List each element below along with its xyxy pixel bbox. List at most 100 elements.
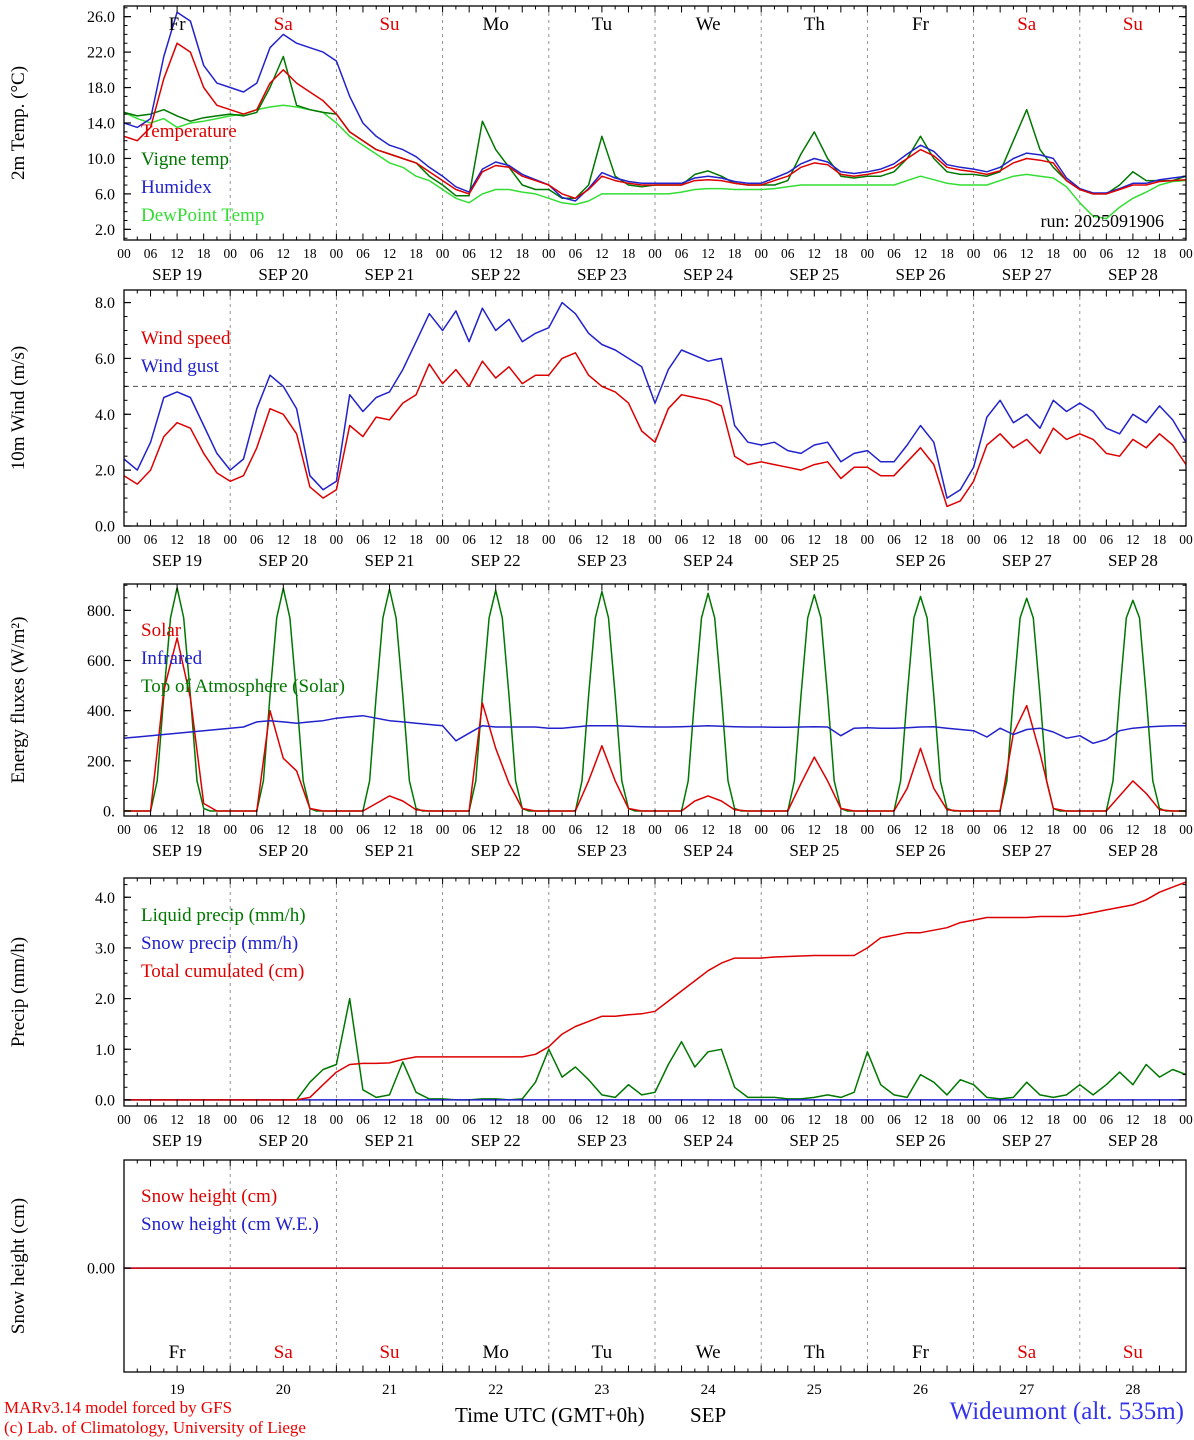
y-tick-label: 200. <box>87 753 115 770</box>
hour-label: 18 <box>1047 532 1061 547</box>
hour-label: 12 <box>277 246 291 261</box>
hour-label: 00 <box>967 822 981 837</box>
hour-label: 00 <box>967 246 981 261</box>
hour-label: 06 <box>993 246 1007 261</box>
hour-label: 12 <box>170 1112 184 1127</box>
hour-label: 06 <box>250 532 264 547</box>
hour-label: 00 <box>861 532 875 547</box>
day-number-label: 23 <box>594 1382 609 1398</box>
legend-snow-height-0: Snow height (cm) <box>141 1186 277 1207</box>
hour-label: 06 <box>887 246 901 261</box>
hour-label: 00 <box>648 1112 662 1127</box>
legend-temperature-2: Humidex <box>141 177 212 198</box>
hour-label: 18 <box>728 822 742 837</box>
hour-label: 12 <box>701 1112 715 1127</box>
hour-label: 18 <box>197 246 211 261</box>
hour-label: 06 <box>675 246 689 261</box>
y-axis-title: 2m Temp. (°C) <box>8 66 29 180</box>
hour-label: 18 <box>303 246 317 261</box>
date-label: SEP 28 <box>1108 841 1158 860</box>
hour-label: 00 <box>754 822 768 837</box>
hour-label: 18 <box>834 1112 848 1127</box>
credit-line-2: (c) Lab. of Climatology, University of L… <box>4 1418 306 1437</box>
station-label: Wideumont (alt. 535m) <box>949 1398 1184 1425</box>
hour-label: 12 <box>595 532 609 547</box>
hour-label: 06 <box>1100 1112 1114 1127</box>
hour-label: 12 <box>383 246 397 261</box>
hour-label: 18 <box>516 1112 530 1127</box>
date-label: SEP 23 <box>577 1131 627 1150</box>
day-gridlines <box>229 878 1081 1106</box>
y-tick-label: 22.0 <box>87 45 115 62</box>
date-label: SEP 23 <box>577 841 627 860</box>
day-name-label: Sa <box>274 14 294 35</box>
hour-label: 18 <box>940 532 954 547</box>
hour-label: 12 <box>277 822 291 837</box>
hour-label: 06 <box>993 822 1007 837</box>
hour-label: 12 <box>701 246 715 261</box>
y-tick-label: 14.0 <box>87 116 115 133</box>
series-temperature-line <box>124 42 1186 200</box>
hour-label: 12 <box>808 532 822 547</box>
hour-label: 12 <box>808 246 822 261</box>
y-tick-label: 800. <box>87 603 115 620</box>
series-wind-gust-line <box>124 301 1186 499</box>
hour-label: 18 <box>1153 822 1167 837</box>
hour-label: 06 <box>675 1112 689 1127</box>
y-tick-label: 2.0 <box>95 463 115 480</box>
hour-label: 12 <box>1020 246 1034 261</box>
day-name-label: Sa <box>1017 1342 1037 1363</box>
hour-label: 00 <box>117 1112 131 1127</box>
hour-label: 00 <box>648 246 662 261</box>
hour-label: 12 <box>383 532 397 547</box>
hour-label: 06 <box>462 246 476 261</box>
date-label: SEP 26 <box>896 265 946 284</box>
hour-label: 00 <box>754 1112 768 1127</box>
x-ticks <box>123 6 1187 240</box>
y-tick-label: 0.0 <box>95 1092 115 1109</box>
day-gridlines <box>229 584 1081 816</box>
y-axis-title: Energy fluxes (W/m²) <box>8 617 29 784</box>
hour-label: 06 <box>569 822 583 837</box>
day-name-label: Sa <box>274 1342 294 1363</box>
hour-label: 06 <box>781 532 795 547</box>
y-ticks <box>124 884 1186 1101</box>
hour-label: 00 <box>542 532 556 547</box>
hour-label: 00 <box>436 532 450 547</box>
hour-label: 12 <box>170 822 184 837</box>
hour-label: 12 <box>1020 1112 1034 1127</box>
hour-label: 18 <box>1047 246 1061 261</box>
hour-label: 12 <box>1126 1112 1140 1127</box>
hour-label: 18 <box>622 822 636 837</box>
day-number-label: 20 <box>276 1382 291 1398</box>
hour-label: 18 <box>409 246 423 261</box>
legend-precip-2: Total cumulated (cm) <box>141 961 304 982</box>
hour-label: 06 <box>569 1112 583 1127</box>
legend-temperature-1: Vigne temp <box>141 149 229 170</box>
day-name-label: Th <box>804 1342 826 1363</box>
hour-label: 06 <box>887 532 901 547</box>
series-group <box>124 11 1186 220</box>
hour-label: 00 <box>223 1112 237 1127</box>
date-label: SEP 25 <box>789 1131 839 1150</box>
hour-label: 06 <box>781 246 795 261</box>
y-ticks <box>124 301 1186 527</box>
hour-label: 18 <box>1153 246 1167 261</box>
date-label: SEP 24 <box>683 841 733 860</box>
hour-label: 12 <box>489 532 503 547</box>
date-label: SEP 27 <box>1002 841 1052 860</box>
date-label: SEP 19 <box>152 551 202 570</box>
run-label: run: 2025091906 <box>1041 211 1165 231</box>
date-label: SEP 24 <box>683 551 733 570</box>
hour-label: 00 <box>117 246 131 261</box>
hour-label: 12 <box>595 246 609 261</box>
date-label: SEP 28 <box>1108 265 1158 284</box>
date-label: SEP 19 <box>152 841 202 860</box>
hour-label: 12 <box>277 1112 291 1127</box>
hour-label: 00 <box>648 532 662 547</box>
hour-label: 18 <box>409 532 423 547</box>
y-tick-label: 4.0 <box>95 407 115 424</box>
hour-label: 12 <box>383 1112 397 1127</box>
date-label: SEP 20 <box>258 265 308 284</box>
legend-energy-fluxes-2: Top of Atmosphere (Solar) <box>141 676 345 697</box>
